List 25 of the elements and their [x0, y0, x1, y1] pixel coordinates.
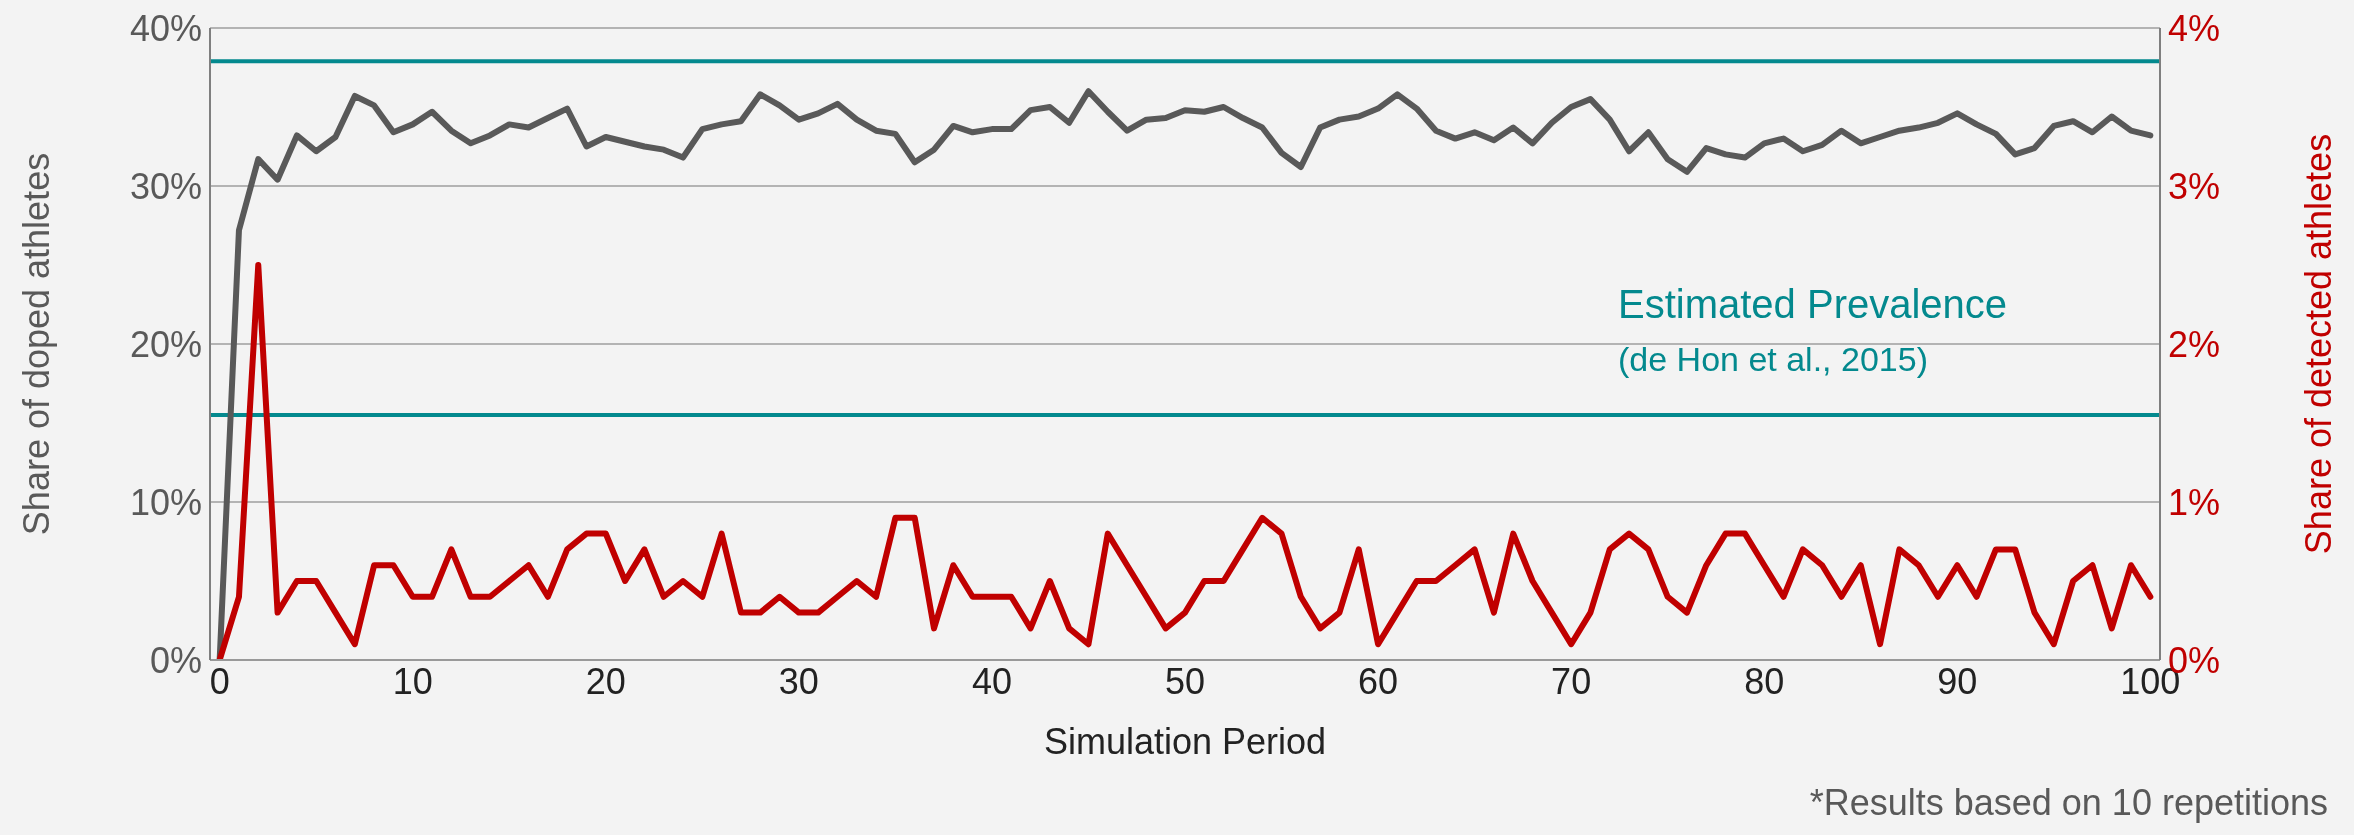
x-tick-label: 80 [1744, 660, 1785, 702]
x-tick-label: 20 [585, 660, 626, 702]
y-tick-label: 20% [129, 323, 202, 365]
text: *Results based on 10 repetitions [1809, 782, 2328, 824]
x-tick-label: 50 [1164, 660, 1206, 702]
y-tick-label: 10% [129, 481, 202, 523]
y2-tick-label: 1% [2168, 481, 2221, 523]
y2-tick-label: 3% [2168, 165, 2221, 207]
y2-tick-label: 2% [2168, 323, 2221, 365]
y-tick-label: 0% [149, 639, 202, 681]
x-tick-label: 0 [209, 660, 230, 702]
x-tick-label: 30 [778, 660, 819, 702]
x-axis-title: Simulation Period [1043, 720, 1327, 762]
x-tick-label: 10 [392, 660, 433, 702]
x-tick-label: 70 [1551, 660, 1592, 702]
x-tick-label: 40 [971, 660, 1012, 702]
annotation: Estimated Prevalence [1618, 282, 2008, 327]
y2-tick-label: 4% [2168, 7, 2221, 49]
x-tick-label: 60 [1358, 660, 1399, 702]
y-tick-label: 30% [129, 165, 202, 207]
y-tick-label: 40% [129, 7, 202, 49]
y-axis-title: Share of doped athletes [15, 152, 57, 536]
annotation: (de Hon et al., 2015) [1618, 340, 1928, 379]
x-tick-label: 90 [1937, 660, 1978, 702]
y2-axis-title: Share of detected athletes [2297, 133, 2339, 555]
